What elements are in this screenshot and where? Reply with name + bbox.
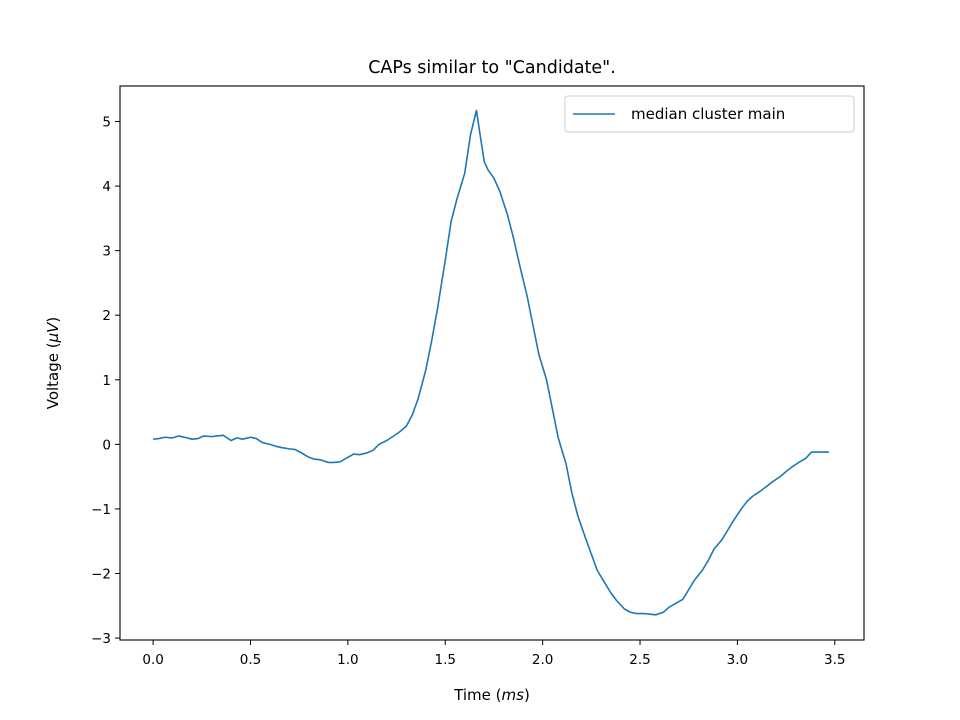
x-tick-label: 1.5 [435,652,456,668]
x-axis-ticks: 0.0 0.5 1.0 1.5 2.0 2.5 3.0 3.5 [142,640,846,668]
y-tick-label: −2 [91,566,111,582]
x-axis-label: Time (ms) [453,686,530,704]
legend-box [564,95,855,133]
chart-title: CAPs similar to "Candidate". [368,58,616,78]
x-axis-label-prefix: Time ( [453,686,501,704]
x-tick-label: 3.5 [824,652,845,668]
y-axis-label-unit: μV [44,321,62,344]
x-tick-label: 0.0 [142,652,163,668]
x-tick-label: 3.0 [727,652,748,668]
y-tick-label: 2 [102,308,111,324]
x-axis-label-unit: ms [502,686,525,704]
y-tick-label: −3 [91,631,111,647]
x-tick-label: 0.5 [240,652,261,668]
data-layer [153,109,829,616]
y-tick-label: 1 [102,373,111,389]
x-tick-label: 1.0 [337,652,358,668]
x-tick-label: 2.0 [532,652,553,668]
legend: median cluster main [564,95,855,133]
y-tick-label: −1 [91,502,111,518]
plot-frame [119,85,865,641]
y-tick-label: 4 [102,179,111,195]
axes-layer [119,85,865,641]
y-axis-label-suffix: ) [44,317,62,323]
y-axis-ticks: −3 −2 −1 0 1 2 3 4 5 [91,115,120,647]
y-tick-label: 5 [102,115,111,131]
y-tick-label: 3 [102,244,111,260]
y-tick-label: 0 [102,437,111,453]
legend-label: median cluster main [631,105,785,123]
x-tick-label: 2.5 [629,652,650,668]
y-axis-label: Voltage (μV) [44,317,62,410]
y-axis-label-prefix: Voltage ( [44,342,62,409]
series-line-median-cluster-main [153,109,829,616]
plot-background [120,86,864,640]
x-axis-label-suffix: ) [524,686,530,704]
